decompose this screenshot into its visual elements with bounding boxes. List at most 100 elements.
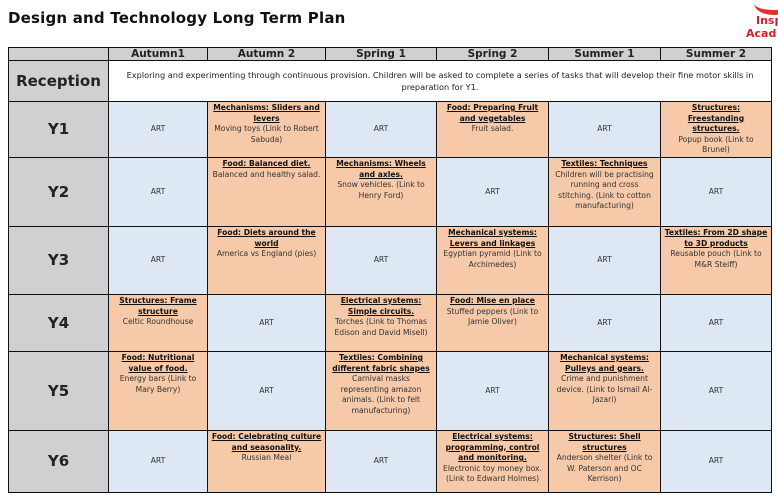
year-row: Y3 ART Food: Diets around the world America…: [8, 226, 772, 295]
art-cell: ART: [548, 226, 661, 295]
art-cell: ART: [548, 101, 661, 158]
topic-cell: Textiles: From 2D shape to 3D products Re…: [660, 226, 772, 295]
art-cell: ART: [660, 157, 772, 227]
topic-cell: Food: Mise en place Stuffed peppers (Link…: [436, 294, 549, 352]
topic-cell: Food: Celebrating culture and seasonalit…: [207, 430, 326, 493]
art-label: ART: [259, 317, 274, 327]
column-header: Summer 2: [660, 47, 772, 61]
topic-description: Electronic toy money box. (Link to Edwar…: [443, 463, 542, 484]
year-row: Y5 Food: Nutritional value of food. Energy…: [8, 351, 772, 431]
art-cell: ART: [660, 351, 772, 431]
topic-cell: Food: Nutritional value of food. Energy b…: [108, 351, 208, 431]
topic-heading: Textiles: Combining different fabric sha…: [332, 353, 430, 373]
art-label: ART: [708, 186, 724, 196]
topic-description: Popup book (Link to Brunel): [678, 134, 754, 155]
topic-heading: Structures: Shell structures: [568, 432, 641, 452]
logo-text-line-2: Acad: [746, 27, 777, 40]
row-label: Y3: [8, 226, 109, 295]
topic-description: Balanced and healthy salad.: [212, 169, 321, 179]
art-cell: ART: [436, 351, 549, 431]
art-label: ART: [150, 255, 166, 265]
topic-description: Reusable pouch (Link to M&R Steiff): [670, 249, 762, 269]
art-cell: ART: [207, 351, 326, 431]
art-label: ART: [150, 124, 166, 134]
topic-cell: Structures: Shell structures Anderson she…: [548, 430, 661, 493]
row-label: Y5: [8, 351, 109, 431]
topic-heading: Structures: Freestanding structures.: [687, 103, 745, 133]
topic-description: Torches (Link to Thomas Edison and David…: [334, 317, 428, 337]
page-title: Design and Technology Long Term Plan: [8, 9, 346, 27]
topic-description: Egyptian pyramid (Link to Archimedes): [443, 249, 542, 269]
topic-cell: Electrical systems: programming, control…: [436, 430, 549, 493]
art-cell: ART: [436, 157, 549, 227]
art-cell: ART: [325, 101, 437, 158]
academy-logo: Insp Acad: [740, 0, 778, 45]
art-label: ART: [708, 456, 724, 466]
row-label: Y2: [8, 157, 109, 227]
art-label: ART: [597, 124, 612, 134]
topic-heading: Food: Preparing Fruit and vegetables: [446, 103, 539, 123]
topic-cell: Mechanical systems: Pulleys and gears. Cr…: [548, 351, 661, 431]
topic-description: Carnival masks representing amazon anima…: [340, 374, 422, 415]
year-row: Y4 Structures: Frame structure Celtic Roun…: [8, 294, 772, 352]
art-cell: ART: [108, 430, 208, 493]
art-label: ART: [150, 456, 166, 466]
column-header: Autumn1: [108, 47, 208, 61]
header-corner: [8, 47, 109, 61]
art-label: ART: [373, 124, 389, 134]
art-cell: ART: [660, 294, 772, 352]
art-label: ART: [259, 385, 274, 395]
column-header: Autumn 2: [207, 47, 326, 61]
topic-cell: Mechanical systems: Levers and linkages E…: [436, 226, 549, 295]
topic-heading: Electrical systems: Simple circuits.: [340, 296, 422, 316]
art-cell: ART: [108, 101, 208, 158]
topic-description: Energy bars (Link to Mary Berry): [119, 374, 197, 394]
topic-heading: Structures: Frame structure: [119, 296, 197, 316]
art-cell: ART: [548, 294, 661, 352]
topic-description: Anderson shelter (Link to W. Paterson an…: [556, 453, 653, 483]
row-label: Y6: [8, 430, 109, 493]
reception-row: Reception Exploring and experimenting th…: [8, 60, 772, 102]
row-label-reception: Reception: [8, 60, 109, 102]
topic-description: Crime and punishment device. (Link to Is…: [556, 374, 653, 404]
art-cell: ART: [325, 430, 437, 493]
art-label: ART: [708, 317, 724, 327]
art-label: ART: [485, 385, 500, 395]
logo-text-line-1: Insp: [756, 14, 778, 27]
topic-heading: Food: Celebrating culture and seasonalit…: [211, 432, 322, 452]
art-cell: ART: [108, 226, 208, 295]
topic-description: Russian Meal: [241, 453, 292, 462]
art-label: ART: [150, 186, 166, 196]
topic-heading: Mechanisms: Wheels and axles.: [336, 159, 426, 179]
year-row: Y1 ART Mechanisms: Sliders and levers Movin…: [8, 101, 772, 158]
topic-description: Celtic Roundhouse: [122, 317, 194, 326]
topic-description: Stuffed peppers (Link to Jamie Oliver): [446, 306, 539, 327]
topic-description: America vs England (pies): [216, 249, 317, 258]
row-label: Y1: [8, 101, 109, 158]
art-cell: ART: [207, 294, 326, 352]
topic-cell: Mechanisms: Wheels and axles. Snow vehicl…: [325, 157, 437, 227]
art-label: ART: [373, 456, 389, 466]
topic-cell: Textiles: Combining different fabric sha…: [325, 351, 437, 431]
topic-heading: Mechanisms: Sliders and levers: [213, 103, 320, 123]
art-cell: ART: [660, 430, 772, 493]
topic-cell: Food: Preparing Fruit and vegetables Frui…: [436, 101, 549, 158]
column-header: Spring 1: [325, 47, 437, 61]
art-label: ART: [597, 317, 612, 327]
topic-cell: Food: Diets around the world America vs E…: [207, 226, 326, 295]
reception-description: Exploring and experimenting through cont…: [108, 60, 772, 102]
topic-heading: Food: Balanced diet.: [222, 159, 311, 168]
art-cell: ART: [108, 157, 208, 227]
column-header: Summer 1: [548, 47, 661, 61]
logo-swoosh-icon: [754, 0, 778, 15]
topic-heading: Textiles: Techniques: [561, 159, 648, 168]
art-label: ART: [597, 255, 612, 265]
topic-cell: Food: Balanced diet. Balanced and healthy…: [207, 157, 326, 227]
topic-heading: Electrical systems: programming, control…: [445, 432, 540, 462]
art-cell: ART: [325, 226, 437, 295]
topic-description: Moving toys (Link to Robert Sabuda): [214, 124, 319, 144]
topic-heading: Textiles: From 2D shape to 3D products: [664, 228, 768, 248]
topic-heading: Food: Diets around the world: [217, 228, 316, 248]
topic-heading: Mechanical systems: Pulleys and gears.: [560, 353, 649, 373]
